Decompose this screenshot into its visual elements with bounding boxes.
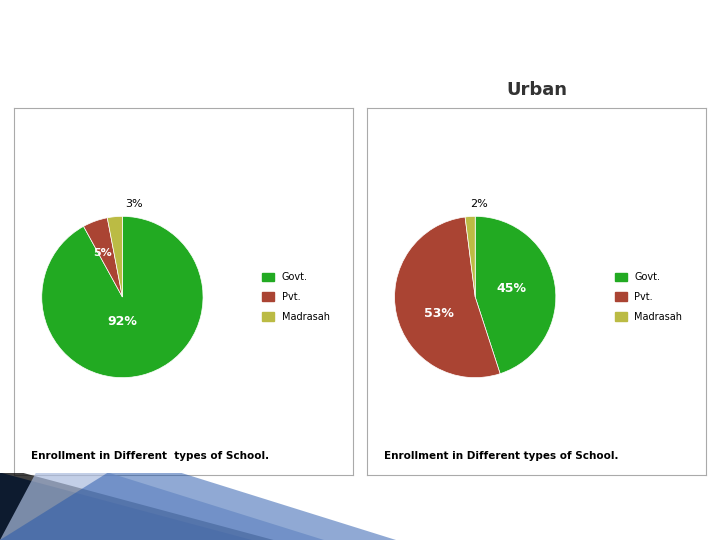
- Text: 45%: 45%: [497, 282, 526, 295]
- Text: Urban: Urban: [506, 82, 567, 99]
- Text: Enrollment in Different types of School.: Enrollment in Different types of School.: [384, 450, 618, 461]
- Text: Enrollment in Hyderabad: Enrollment in Hyderabad: [105, 22, 615, 56]
- Polygon shape: [0, 472, 274, 540]
- Wedge shape: [475, 217, 556, 374]
- Text: Enrollment in Different  types of School.: Enrollment in Different types of School.: [32, 450, 269, 461]
- Polygon shape: [0, 472, 252, 540]
- Wedge shape: [84, 218, 122, 297]
- Polygon shape: [0, 472, 396, 540]
- Text: 53%: 53%: [424, 307, 454, 320]
- Text: 5%: 5%: [93, 248, 112, 258]
- Text: Rural: Rural: [157, 82, 210, 99]
- Wedge shape: [465, 217, 475, 297]
- Legend: Govt., Pvt., Madrasah: Govt., Pvt., Madrasah: [258, 268, 333, 326]
- Text: 2%: 2%: [470, 199, 488, 210]
- Polygon shape: [0, 472, 324, 540]
- Legend: Govt., Pvt., Madrasah: Govt., Pvt., Madrasah: [611, 268, 686, 326]
- Wedge shape: [107, 217, 122, 297]
- Text: 92%: 92%: [107, 315, 138, 328]
- Text: 3%: 3%: [126, 199, 143, 210]
- Wedge shape: [395, 217, 500, 377]
- Wedge shape: [42, 217, 203, 377]
